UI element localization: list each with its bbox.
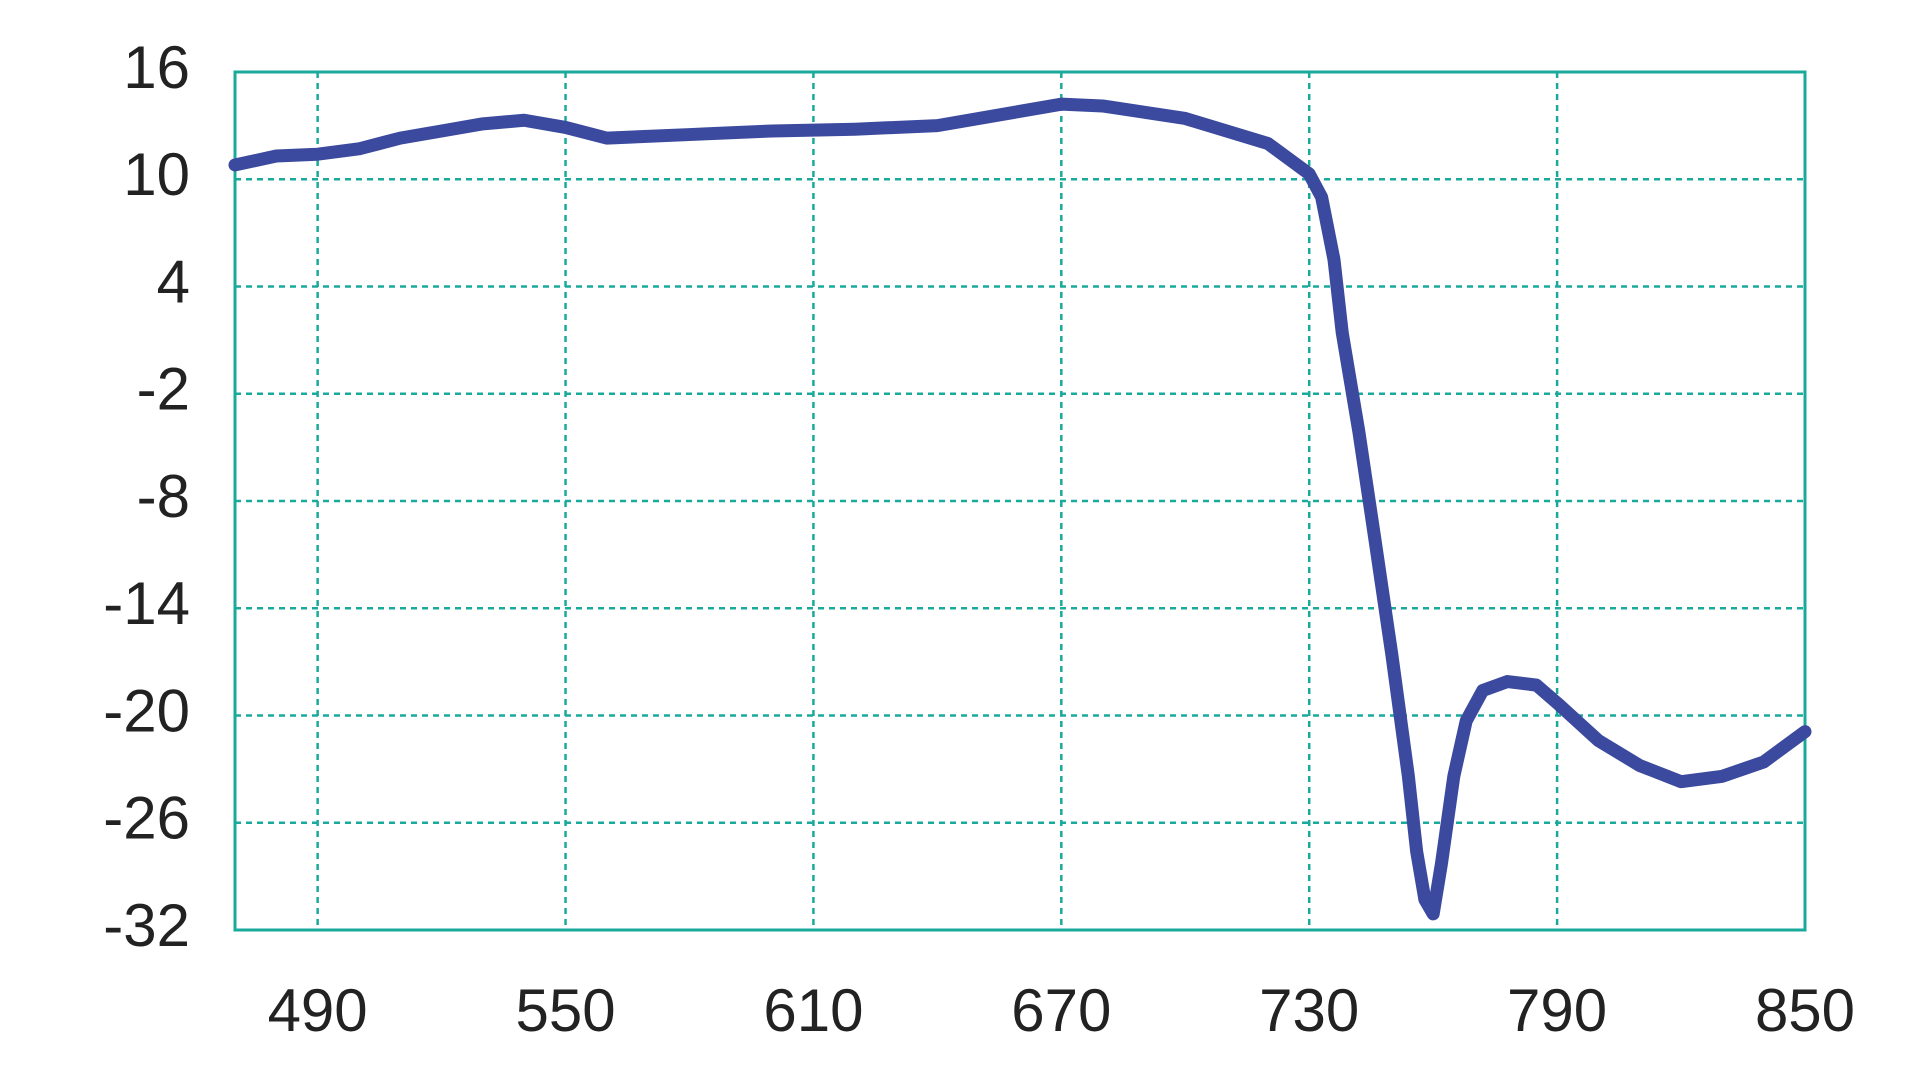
x-tick-label: 730 [1259, 977, 1359, 1044]
y-tick-label: 16 [123, 34, 190, 101]
data-line [228, 97, 1812, 921]
y-tick-label: -32 [103, 892, 190, 959]
y-tick-label: -8 [137, 463, 190, 530]
x-tick-label: 490 [268, 977, 368, 1044]
x-tick-label: 550 [515, 977, 615, 1044]
y-tick-label: -2 [137, 356, 190, 423]
y-tick-label: 4 [157, 248, 190, 315]
x-tick-label: 610 [763, 977, 863, 1044]
y-tick-label: 10 [123, 141, 190, 208]
y-tick-label: -26 [103, 785, 190, 852]
x-tick-label: 790 [1507, 977, 1607, 1044]
x-tick-label: 670 [1011, 977, 1111, 1044]
x-tick-label: 850 [1755, 977, 1855, 1044]
plot-frame [233, 70, 1807, 932]
y-tick-label: -20 [103, 677, 190, 744]
y-tick-label: -14 [103, 570, 190, 637]
